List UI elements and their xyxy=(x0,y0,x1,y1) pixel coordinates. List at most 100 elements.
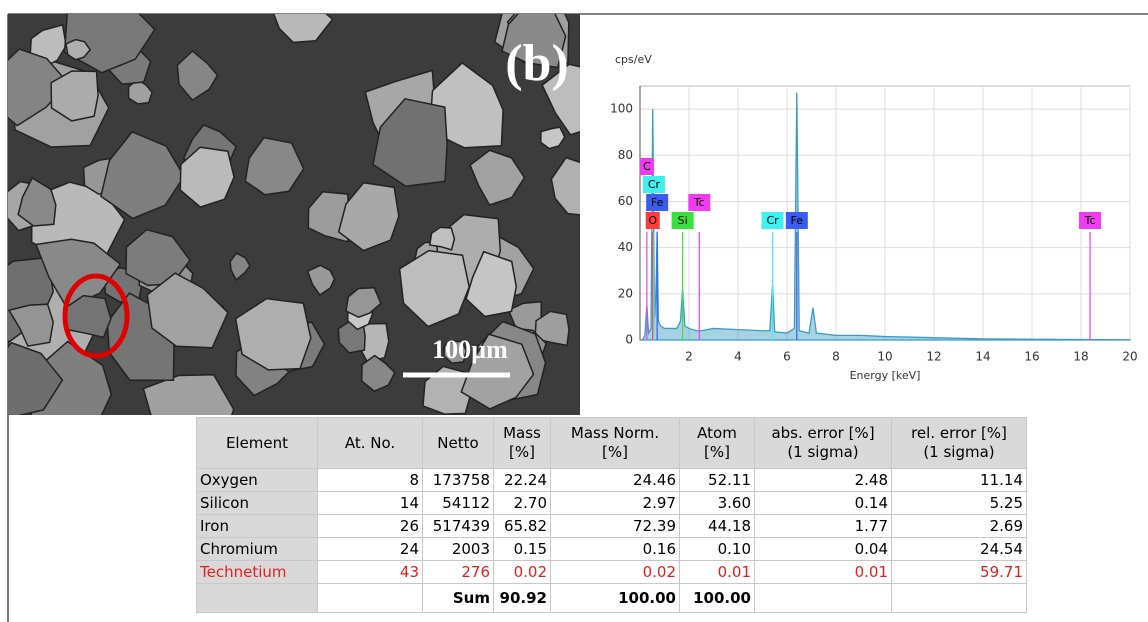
particle xyxy=(65,38,92,61)
cell: Oxygen xyxy=(196,468,318,492)
y-tick-label: 20 xyxy=(618,286,633,300)
particle xyxy=(176,50,219,102)
particle xyxy=(428,226,456,251)
x-tick-label: 8 xyxy=(832,350,840,364)
element-box xyxy=(645,212,660,229)
sum-row: Sum 90.92 100.00 100.00 xyxy=(196,583,1027,613)
element-label: Tc xyxy=(1084,214,1096,227)
data-row: Technetium 43 276 0.02 0.02 0.01 0.01 59.71 xyxy=(196,560,1027,584)
cell: 52.11 xyxy=(679,468,755,492)
element-box xyxy=(785,212,808,229)
cell: 0.16 xyxy=(550,537,680,561)
cell: 2.69 xyxy=(891,514,1027,538)
element-box xyxy=(671,212,694,229)
cell: 11.14 xyxy=(891,468,1027,492)
cell: 8 xyxy=(317,468,423,492)
cell: 0.01 xyxy=(679,560,755,584)
cell: 276 xyxy=(422,560,494,584)
particle xyxy=(34,238,122,309)
sum-cell xyxy=(754,583,892,613)
y-tick-label: 0 xyxy=(625,333,633,347)
header-text: abs. error [%] xyxy=(771,424,875,442)
header-cell: abs. error [%] (1 sigma) xyxy=(754,417,892,469)
sum-cell: Sum xyxy=(422,583,494,613)
spectrum-area xyxy=(641,92,1131,341)
x-tick-label: 18 xyxy=(1073,350,1088,364)
cell: 2003 xyxy=(422,537,494,561)
element-box xyxy=(1079,212,1102,229)
cell: 26 xyxy=(317,514,423,538)
cell: 1.77 xyxy=(754,514,892,538)
particle xyxy=(541,63,580,136)
highlight-circle xyxy=(62,273,130,359)
cell: 173758 xyxy=(422,468,494,492)
header-cell: At. No. xyxy=(317,417,423,469)
header-cell: rel. error [%] (1 sigma) xyxy=(891,417,1027,469)
x-tick-label: 6 xyxy=(783,350,791,364)
particle xyxy=(100,130,185,220)
cell: 43 xyxy=(317,560,423,584)
cell: Chromium xyxy=(196,537,318,561)
cell: 22.24 xyxy=(493,468,551,492)
particle xyxy=(345,286,382,319)
particle xyxy=(540,126,566,150)
x-tick-label: 10 xyxy=(877,350,892,364)
particle xyxy=(127,78,153,105)
particle xyxy=(272,14,334,44)
header-text: Atom xyxy=(697,424,737,442)
header-text: (1 sigma) xyxy=(923,443,995,461)
header-cell: Mass Norm. [%] xyxy=(550,417,680,469)
element-label: Tc xyxy=(693,196,705,209)
data-row: Iron 26 517439 65.82 72.39 44.18 1.77 2.69 xyxy=(196,514,1027,538)
element-label: Si xyxy=(678,214,688,227)
element-box xyxy=(688,194,711,211)
data-row: Silicon 14 54112 2.70 2.97 3.60 0.14 5.25 xyxy=(196,491,1027,515)
particle xyxy=(550,156,580,216)
particle xyxy=(306,264,336,297)
particle xyxy=(469,149,526,206)
cell: 3.60 xyxy=(679,491,755,515)
sum-cell: 90.92 xyxy=(493,583,551,613)
cell: 517439 xyxy=(422,514,494,538)
cell: 5.25 xyxy=(891,491,1027,515)
cell: 65.82 xyxy=(493,514,551,538)
cell: 2.97 xyxy=(550,491,680,515)
cell: 0.14 xyxy=(754,491,892,515)
sum-cell xyxy=(196,583,318,613)
particle xyxy=(229,252,251,282)
header-text: At. No. xyxy=(344,433,396,452)
header-cell: Element xyxy=(196,417,318,469)
y-tick-label: 40 xyxy=(618,240,633,254)
header-text: [%] xyxy=(704,443,730,461)
element-label: Cr xyxy=(766,214,779,227)
particle xyxy=(372,97,448,187)
cell: 2.48 xyxy=(754,468,892,492)
element-box xyxy=(646,194,669,211)
header-text: rel. error [%] xyxy=(911,424,1007,442)
particle xyxy=(398,249,470,328)
y-axis-label: cps/eV xyxy=(615,53,652,66)
header-text: [%] xyxy=(602,443,628,461)
particle xyxy=(63,14,156,74)
element-box xyxy=(639,158,654,175)
data-row: Oxygen 8 173758 22.24 24.46 52.11 2.48 11.14 xyxy=(196,468,1027,492)
header-cell: Netto xyxy=(422,417,494,469)
data-row: Chromium 24 2003 0.15 0.16 0.10 0.04 24.54 xyxy=(196,537,1027,561)
particle xyxy=(534,310,570,347)
y-tick-label: 80 xyxy=(618,148,633,162)
header-text: Mass Norm. xyxy=(570,424,660,442)
header-text: (1 sigma) xyxy=(787,443,859,461)
sem-image xyxy=(8,14,580,415)
scale-label: 100µm xyxy=(432,335,508,364)
particle xyxy=(50,70,99,122)
x-tick-label: 14 xyxy=(975,350,990,364)
cell: 24.46 xyxy=(550,468,680,492)
x-tick-label: 20 xyxy=(1122,350,1137,364)
cell: 0.15 xyxy=(493,537,551,561)
cell: 24 xyxy=(317,537,423,561)
y-tick-label: 60 xyxy=(618,194,633,208)
cell: 0.10 xyxy=(679,537,755,561)
particle xyxy=(360,354,396,393)
